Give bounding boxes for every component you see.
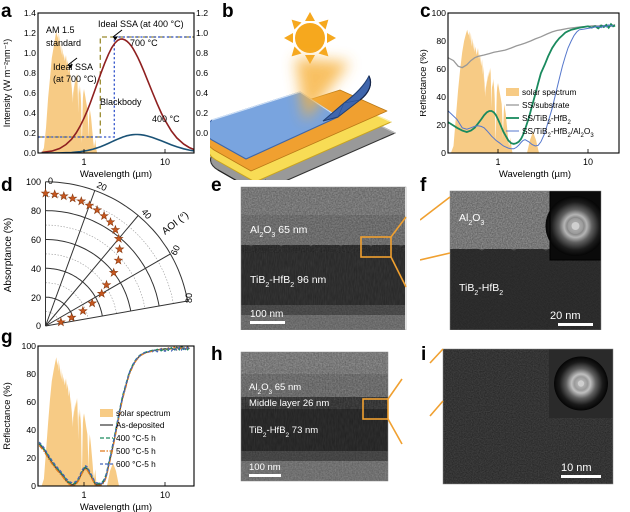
svg-text:10 nm: 10 nm	[561, 462, 592, 474]
svg-text:0: 0	[441, 148, 446, 158]
svg-text:0: 0	[48, 176, 53, 186]
svg-text:AOI (°): AOI (°)	[160, 210, 191, 238]
svg-text:a: a	[1, 1, 12, 22]
svg-text:Middle layer 26 nm: Middle layer 26 nm	[249, 398, 329, 409]
svg-text:80: 80	[184, 293, 194, 303]
svg-text:60: 60	[31, 235, 41, 245]
svg-text:e: e	[211, 175, 222, 196]
svg-text:100 nm: 100 nm	[249, 462, 281, 473]
svg-text:b: b	[222, 1, 234, 22]
svg-text:20 nm: 20 nm	[550, 310, 581, 322]
svg-text:0.4: 0.4	[24, 108, 36, 118]
svg-text:1.2: 1.2	[24, 28, 36, 38]
svg-text:20: 20	[436, 120, 446, 130]
svg-text:1.4: 1.4	[24, 8, 36, 18]
svg-text:Intensity (W m⁻²nm⁻¹): Intensity (W m⁻²nm⁻¹)	[2, 39, 12, 128]
svg-text:0.8: 0.8	[196, 48, 208, 58]
svg-text:i: i	[421, 344, 426, 365]
svg-text:400 °C: 400 °C	[152, 114, 180, 124]
svg-text:d: d	[1, 175, 13, 196]
svg-text:1.0: 1.0	[196, 28, 208, 38]
svg-text:Blackbody: Blackbody	[100, 97, 142, 107]
svg-text:0: 0	[31, 481, 36, 491]
svg-text:20: 20	[31, 293, 41, 303]
svg-text:0.6: 0.6	[196, 68, 208, 78]
svg-text:20: 20	[26, 453, 36, 463]
svg-text:0.4: 0.4	[196, 88, 208, 98]
svg-text:100 nm: 100 nm	[250, 309, 283, 320]
svg-text:SS/substrate: SS/substrate	[522, 100, 570, 110]
svg-text:1.2: 1.2	[196, 8, 208, 18]
svg-text:400 °C-5 h: 400 °C-5 h	[116, 433, 156, 443]
svg-text:100: 100	[22, 341, 37, 351]
svg-text:Absorptance (%): Absorptance (%)	[3, 218, 14, 292]
svg-text:60: 60	[436, 64, 446, 74]
svg-text:10: 10	[583, 157, 593, 167]
svg-text:Reflectance (%): Reflectance (%)	[2, 382, 13, 450]
svg-text:solar spectrum: solar spectrum	[522, 87, 576, 97]
svg-text:1: 1	[81, 157, 86, 167]
svg-text:standard: standard	[46, 38, 81, 48]
svg-text:As-deposited: As-deposited	[116, 420, 165, 430]
svg-text:0.0: 0.0	[196, 128, 208, 138]
svg-text:1.0: 1.0	[24, 48, 36, 58]
svg-text:80: 80	[31, 206, 41, 216]
svg-text:100: 100	[432, 8, 447, 18]
svg-text:AM 1.5: AM 1.5	[46, 25, 75, 35]
svg-text:(at 700 °C): (at 700 °C)	[53, 74, 97, 84]
svg-text:40: 40	[436, 92, 446, 102]
svg-text:g: g	[1, 327, 13, 348]
svg-text:10: 10	[160, 490, 170, 500]
svg-text:solar spectrum: solar spectrum	[116, 408, 170, 418]
svg-text:1: 1	[81, 490, 86, 500]
svg-text:600 °C-5 h: 600 °C-5 h	[116, 459, 156, 469]
svg-text:Wavelength (µm): Wavelength (µm)	[80, 502, 152, 512]
svg-text:c: c	[420, 1, 431, 22]
svg-text:40: 40	[26, 425, 36, 435]
svg-text:0.2: 0.2	[196, 108, 208, 118]
svg-text:10: 10	[160, 157, 170, 167]
svg-text:700 °C: 700 °C	[130, 38, 158, 48]
svg-text:0.6: 0.6	[24, 88, 36, 98]
svg-text:f: f	[420, 175, 427, 196]
svg-text:0.8: 0.8	[24, 68, 36, 78]
svg-text:500 °C-5 h: 500 °C-5 h	[116, 446, 156, 456]
svg-text:80: 80	[26, 369, 36, 379]
svg-text:0.2: 0.2	[24, 128, 36, 138]
svg-text:80: 80	[436, 36, 446, 46]
svg-text:0.0: 0.0	[24, 148, 36, 158]
svg-text:60: 60	[26, 397, 36, 407]
svg-text:h: h	[211, 344, 223, 365]
svg-text:100: 100	[26, 177, 41, 187]
svg-text:Ideal SSA: Ideal SSA	[53, 62, 93, 72]
svg-text:SS/TiB2-HfB2: SS/TiB2-HfB2	[522, 113, 571, 126]
svg-text:40: 40	[31, 264, 41, 274]
svg-text:Reflectance (%): Reflectance (%)	[420, 49, 429, 117]
svg-text:Ideal SSA (at 400 °C): Ideal SSA (at 400 °C)	[98, 19, 184, 29]
svg-text:1: 1	[495, 157, 500, 167]
